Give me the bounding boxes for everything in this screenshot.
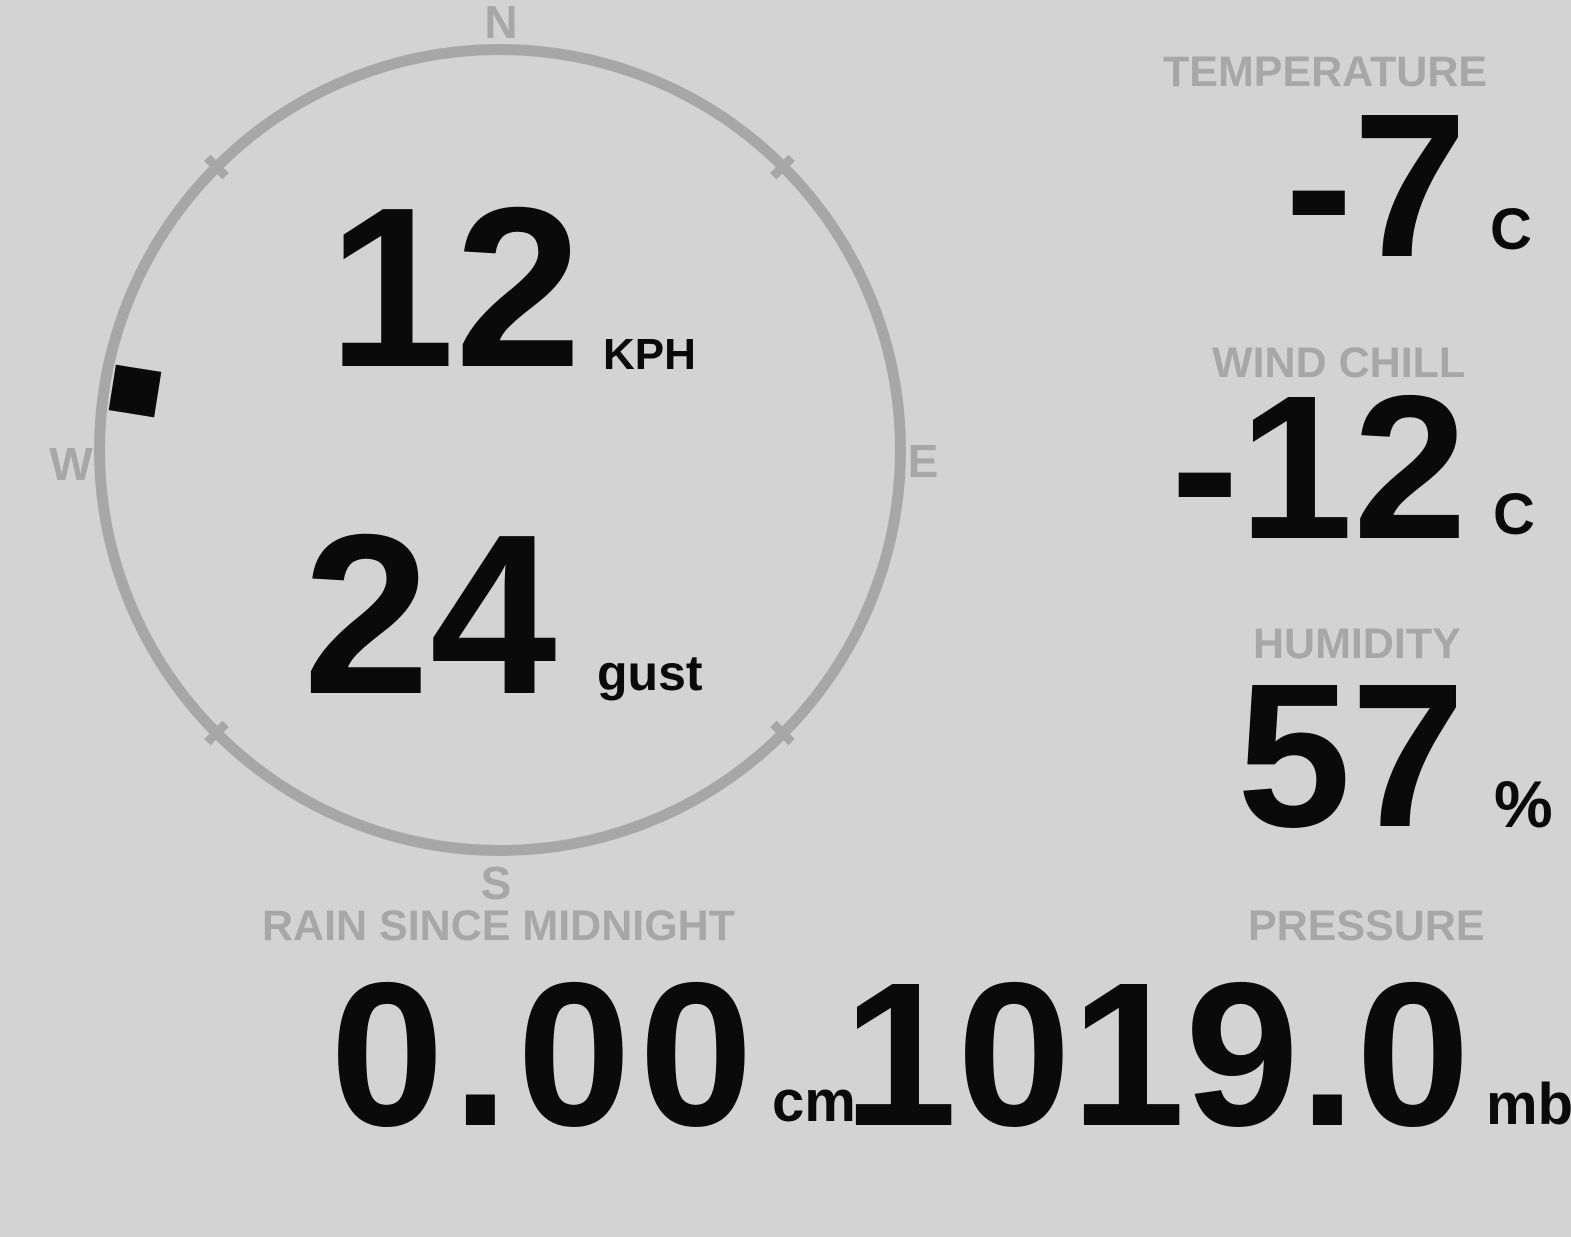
compass-circle	[94, 44, 906, 856]
compass-label-north: N	[484, 0, 518, 48]
humidity-label: HUMIDITY	[1253, 620, 1461, 668]
compass-label-south: S	[480, 857, 512, 909]
temperature-unit: C	[1490, 197, 1532, 262]
rain-label: RAIN SINCE MIDNIGHT	[262, 902, 735, 950]
compass-label-east: E	[907, 435, 939, 487]
wind-speed-value: 12	[328, 161, 582, 415]
wind-chill-label: WIND CHILL	[1212, 339, 1466, 387]
compass-label-west: W	[49, 438, 93, 490]
rain-value: 0.00	[330, 940, 761, 1169]
wind-chill-value: -12	[1170, 353, 1467, 582]
pressure-label: PRESSURE	[1248, 902, 1485, 950]
wind-gust-unit: gust	[597, 645, 703, 701]
humidity-value: 57	[1236, 641, 1465, 870]
temperature-value: -7	[1284, 71, 1467, 300]
temperature-label: TEMPERATURE	[1163, 48, 1488, 96]
humidity-unit: %	[1494, 767, 1553, 841]
wind-direction-marker-icon	[108, 364, 162, 418]
wind-chill-unit: C	[1493, 482, 1535, 547]
wind-speed-unit: KPH	[603, 330, 696, 379]
rain-unit: cm	[772, 1069, 856, 1134]
wind-gust-value: 24	[303, 488, 557, 742]
pressure-value: 1019.0	[842, 940, 1470, 1169]
pressure-unit: mb	[1486, 1072, 1571, 1137]
